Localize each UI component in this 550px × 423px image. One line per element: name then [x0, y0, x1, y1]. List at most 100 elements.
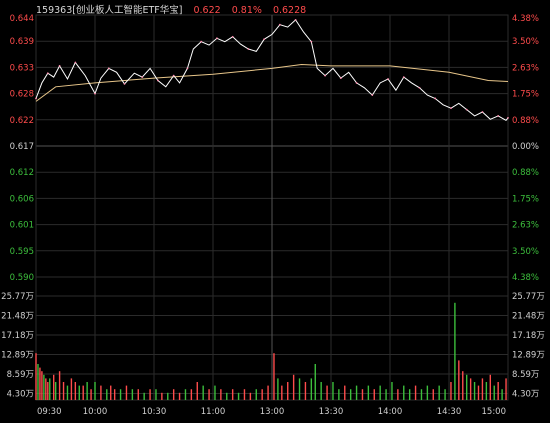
volume-bar [273, 353, 275, 400]
volume-bar [90, 389, 92, 400]
price-point [402, 76, 405, 79]
volume-bar [326, 385, 328, 400]
price-point [310, 40, 313, 43]
volume-tick-label-left: 17.18万 [1, 331, 34, 341]
volume-bar [47, 382, 49, 400]
volume-bar [501, 389, 503, 400]
volume-bar [281, 385, 283, 400]
volume-tick-label-left: 12.89万 [1, 351, 34, 361]
volume-bar [314, 364, 316, 400]
volume-bar [54, 382, 57, 400]
volume-tick-label-left: 21.48万 [1, 312, 34, 322]
volume-bar [493, 385, 495, 400]
time-tick-label: 15:00 [482, 407, 507, 417]
volume-bar [161, 392, 163, 400]
price-tick-label: 0.606 [10, 194, 34, 204]
volume-bar [220, 389, 222, 400]
volume-bar [35, 353, 37, 400]
average-price: 0.6228 [272, 5, 307, 16]
volume-bar [267, 385, 269, 400]
volume-bar [202, 385, 204, 400]
volume-tick-label-right: 17.18万 [512, 331, 545, 341]
volume-bar [485, 382, 488, 400]
volume-bar [454, 302, 456, 400]
time-tick-label: 09:30 [37, 407, 62, 417]
price-point [35, 97, 37, 100]
price-tick-label: 0.628 [10, 90, 34, 100]
average-price-line [35, 63, 509, 102]
volume-tick-label-right: 25.77万 [512, 292, 545, 302]
volume-bar [505, 378, 507, 400]
volume-bar [155, 389, 157, 400]
volume-bar [462, 371, 464, 400]
time-tick-label: 11:00 [201, 407, 226, 417]
volume-bar [361, 389, 364, 400]
price-point [46, 72, 49, 75]
price-point [450, 107, 452, 110]
volume-bar [249, 392, 252, 400]
time-tick-label: 14:30 [437, 407, 462, 417]
percent-tick-label: 0.88% [512, 116, 539, 126]
volume-bar [196, 382, 198, 400]
price-point [231, 35, 234, 38]
volume-tick-label-left: 4.30万 [7, 390, 34, 400]
volume-tick-label-right: 12.89万 [512, 351, 545, 361]
volume-bar [167, 392, 169, 400]
price-point [247, 48, 250, 50]
volume-bar [444, 389, 446, 400]
security-name: 159363[创业板人工智能ETF华宝] [36, 5, 183, 16]
price-point [186, 67, 189, 70]
price-tick-label: 0.644 [10, 14, 34, 24]
price-point [339, 77, 342, 79]
volume-bar [74, 382, 77, 400]
price-point [465, 108, 468, 111]
price-tick-label: 0.617 [10, 142, 34, 152]
price-point [157, 79, 159, 82]
volume-bar [62, 382, 65, 400]
volume-bar [184, 389, 187, 400]
price-point [278, 23, 281, 26]
volume-bar [497, 382, 499, 400]
price-point [94, 92, 96, 95]
volume-bar [49, 378, 51, 400]
volume-bar [466, 374, 468, 400]
volume-tick-label-left: 25.77万 [1, 292, 34, 302]
volume-bar [469, 378, 472, 400]
volume-bar [125, 385, 128, 400]
price-point [387, 78, 389, 80]
price-point [294, 18, 297, 21]
volume-bar [113, 389, 116, 400]
volume-bar [310, 378, 313, 400]
volume-bar [53, 374, 55, 400]
volume-bar [43, 374, 45, 400]
volume-bar [45, 378, 47, 400]
time-tick-label: 10:30 [142, 407, 167, 417]
time-tick-label: 14:00 [378, 407, 403, 417]
volume-bar [355, 385, 358, 400]
percent-tick-label: 4.38% [512, 14, 539, 24]
volume-bar [426, 385, 429, 400]
volume-bar [131, 389, 134, 400]
percent-tick-label: 0.88% [512, 168, 539, 178]
price-point [481, 111, 484, 113]
volume-bar [408, 389, 411, 400]
volume-bar [332, 382, 334, 400]
volume-bar [237, 392, 240, 400]
price-point [107, 67, 110, 70]
price-tick-label: 0.601 [10, 221, 34, 231]
volume-bar [432, 389, 434, 400]
volume-tick-label-right: 21.48万 [512, 312, 545, 322]
volume-bar [110, 385, 112, 400]
volume-tick-label-right: 8.59万 [512, 370, 539, 380]
volume-bar [379, 385, 381, 400]
volume-tick-label-right: 4.30万 [512, 390, 539, 400]
price-point [58, 65, 61, 67]
volume-bar [414, 385, 417, 400]
price-point [141, 76, 144, 79]
volume-bar [403, 385, 405, 400]
volume-bar [489, 374, 491, 400]
volume-bar [473, 382, 476, 400]
volume-bar [292, 374, 295, 400]
volume-bar [82, 385, 84, 400]
